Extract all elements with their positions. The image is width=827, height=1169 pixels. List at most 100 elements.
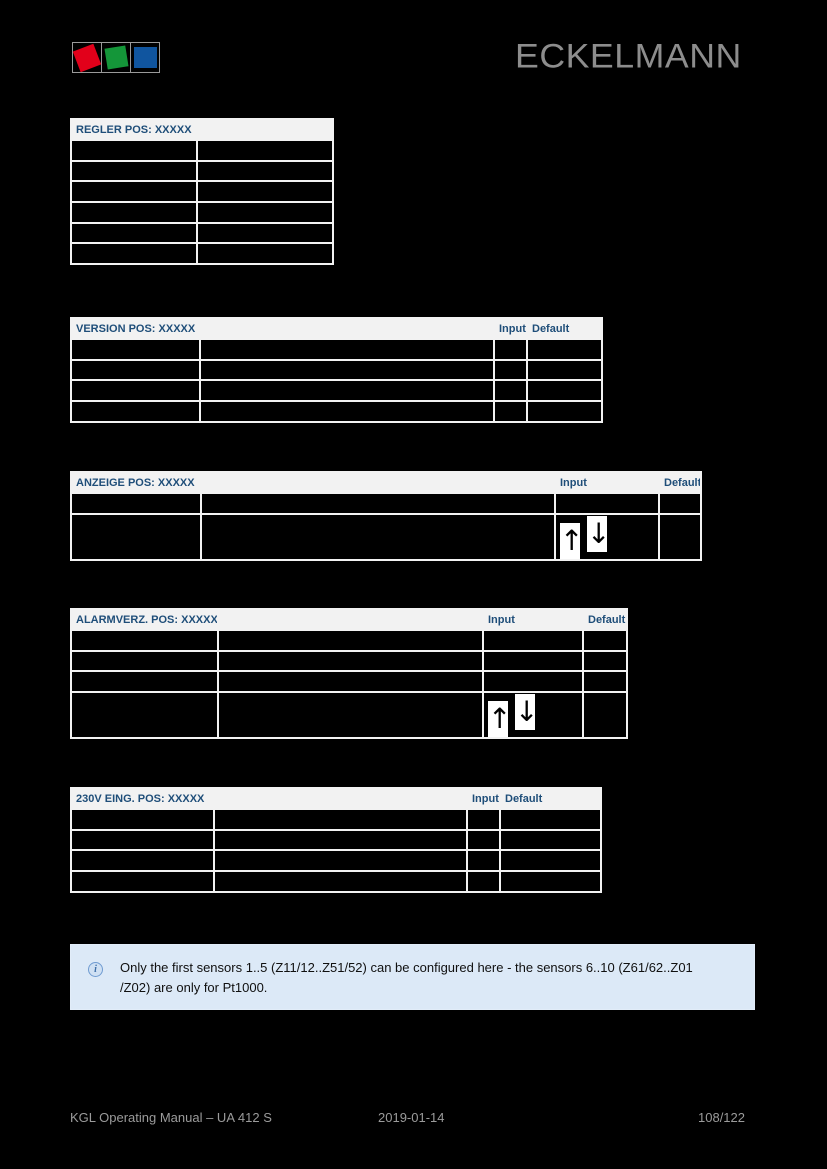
table-row — [70, 358, 603, 382]
table-cell — [658, 512, 702, 561]
table-alarmverz: ALARMVERZ. POS: XXXXX Input Default ↑ ↓ — [70, 608, 628, 740]
table-cell — [196, 180, 334, 204]
table-cell — [493, 400, 528, 423]
table-version: VERSION POS: XXXXX Input Default — [70, 317, 603, 423]
table-title: VERSION POS: XXXXX — [70, 317, 201, 340]
table-cell — [217, 670, 484, 694]
table-cell — [199, 400, 495, 423]
table-cell — [70, 139, 198, 162]
table-cell — [196, 242, 334, 266]
table-row — [70, 649, 628, 673]
table-cell — [493, 379, 528, 403]
table-row — [70, 139, 334, 162]
table-cell — [526, 400, 603, 423]
table-row — [70, 849, 602, 873]
footer-document-title: KGL Operating Manual – UA 412 S — [70, 1110, 272, 1125]
table-cell — [70, 242, 198, 266]
table-row — [70, 808, 602, 831]
table-cell — [493, 338, 528, 361]
blue-square-icon — [133, 47, 157, 68]
header-empty-cell — [217, 608, 484, 631]
table-cell — [70, 649, 219, 673]
table-cell — [554, 492, 660, 515]
table-row — [70, 670, 628, 694]
eckelmann-logo — [72, 42, 160, 73]
table-cell — [499, 849, 602, 873]
table-cell — [482, 670, 584, 694]
table-cell — [200, 492, 556, 515]
green-square-icon — [103, 45, 129, 70]
table-cell — [70, 159, 198, 183]
table-cell — [70, 849, 215, 873]
input-column-header: Input — [493, 317, 528, 340]
table-cell — [526, 379, 603, 403]
input-keys-cell: ↑ ↓ — [482, 691, 584, 740]
info-note-line: Only the first sensors 1..5 (Z11/12..Z51… — [120, 960, 693, 975]
table-cell — [482, 629, 584, 652]
table-cell — [526, 338, 603, 361]
info-note: i Only the first sensors 1..5 (Z11/12..Z… — [70, 944, 755, 1010]
table-header-row: ANZEIGE POS: XXXXX Input Default — [70, 471, 702, 494]
table-cell — [200, 512, 556, 561]
header-empty-cell — [200, 471, 556, 494]
table-row — [70, 242, 334, 266]
table-cell — [482, 649, 584, 673]
table-cell — [582, 670, 628, 694]
table-cell — [196, 139, 334, 162]
table-cell — [493, 358, 528, 382]
table-regler: REGLER POS: XXXXX — [70, 118, 334, 266]
table-cell — [70, 808, 215, 831]
arrow-down-key-icon: ↓ — [515, 694, 539, 731]
arrow-down-key-icon: ↓ — [587, 515, 611, 552]
table-row — [70, 870, 602, 893]
logo-frame-3 — [130, 42, 160, 73]
table-cell — [217, 691, 484, 740]
table-cell — [466, 808, 501, 831]
table-cell — [466, 870, 501, 893]
brand-wordmark: ECKELMANN — [515, 37, 742, 76]
table-row — [70, 629, 628, 652]
table-cell — [213, 870, 468, 893]
table-cell — [499, 870, 602, 893]
table-cell — [658, 492, 702, 515]
table-row — [70, 159, 334, 183]
table-cell — [196, 159, 334, 183]
default-column-header: Default — [526, 317, 603, 340]
table-cell — [199, 358, 495, 382]
red-square-icon — [72, 43, 102, 72]
table-row — [70, 221, 334, 245]
arrow-keys: ↑ ↓ — [557, 515, 657, 558]
table-cell — [499, 828, 602, 852]
default-column-header: Default — [658, 471, 702, 494]
table-cell — [70, 870, 215, 893]
table-title: ALARMVERZ. POS: XXXXX — [70, 608, 219, 631]
table-row — [70, 492, 702, 515]
table-cell — [196, 221, 334, 245]
info-note-line: /Z02) are only for Pt1000. — [120, 980, 268, 995]
table-cell — [70, 221, 198, 245]
footer-page-number: 108/122 — [698, 1110, 745, 1125]
table-row — [70, 201, 334, 224]
table-title: REGLER POS: XXXXX — [70, 118, 198, 141]
header-empty-cell — [199, 317, 495, 340]
table-row: ↑ ↓ — [70, 512, 702, 561]
default-column-header: Default — [582, 608, 628, 631]
arrow-keys: ↑ ↓ — [485, 694, 581, 737]
logo-frame-1 — [72, 42, 102, 73]
table-row — [70, 379, 603, 403]
table-cell — [213, 828, 468, 852]
table-cell — [70, 629, 219, 652]
table-row — [70, 828, 602, 852]
input-keys-cell: ↑ ↓ — [554, 512, 660, 561]
table-cell — [466, 828, 501, 852]
table-cell — [70, 512, 202, 561]
table-cell — [199, 379, 495, 403]
table-title: ANZEIGE POS: XXXXX — [70, 471, 202, 494]
arrow-up-key-icon: ↑ — [488, 701, 512, 737]
table-cell — [70, 180, 198, 204]
table-header-row: 230V EING. POS: XXXXX Input Default — [70, 787, 602, 810]
input-column-header: Input — [466, 787, 501, 810]
info-icon: i — [88, 962, 103, 977]
table-cell — [70, 670, 219, 694]
footer-date: 2019-01-14 — [378, 1110, 445, 1125]
